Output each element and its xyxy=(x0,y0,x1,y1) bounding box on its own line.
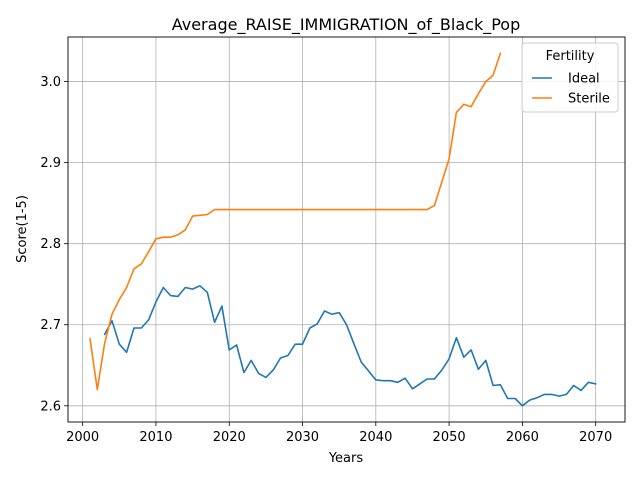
legend-box xyxy=(521,42,619,113)
x-tick-label: 2030 xyxy=(286,430,319,445)
y-tick-label: 2.6 xyxy=(40,399,61,414)
x-tick-label: 2070 xyxy=(579,430,612,445)
y-axis-ticks: 2.6 2.7 2.8 2.9 3.0 xyxy=(40,75,68,414)
y-tick-label: 3.0 xyxy=(40,75,61,90)
chart-title: Average_RAISE_IMMIGRATION_of_Black_Pop xyxy=(172,15,521,35)
x-tick-label: 2000 xyxy=(66,430,99,445)
legend-title: Fertility xyxy=(546,49,595,64)
legend-label-ideal: Ideal xyxy=(568,72,600,87)
x-tick-label: 2060 xyxy=(506,430,539,445)
legend: Fertility Ideal Sterile xyxy=(521,42,619,113)
series-line-ideal xyxy=(103,284,597,407)
series-lines xyxy=(89,52,597,407)
y-tick-label: 2.8 xyxy=(40,237,61,252)
series-line-sterile xyxy=(89,52,502,391)
x-axis-ticks: 2000 2010 2020 2030 2040 2050 2060 2070 xyxy=(66,422,612,445)
x-tick-label: 2020 xyxy=(213,430,246,445)
y-tick-label: 2.9 xyxy=(40,156,61,171)
x-axis-label: Years xyxy=(328,451,364,466)
plot-frame xyxy=(67,36,626,423)
x-tick-label: 2050 xyxy=(433,430,466,445)
y-axis-label: Score(1-5) xyxy=(15,195,30,263)
legend-label-sterile: Sterile xyxy=(568,92,610,107)
y-tick-label: 2.7 xyxy=(40,318,61,333)
x-tick-label: 2040 xyxy=(359,430,392,445)
x-tick-label: 2010 xyxy=(139,430,172,445)
